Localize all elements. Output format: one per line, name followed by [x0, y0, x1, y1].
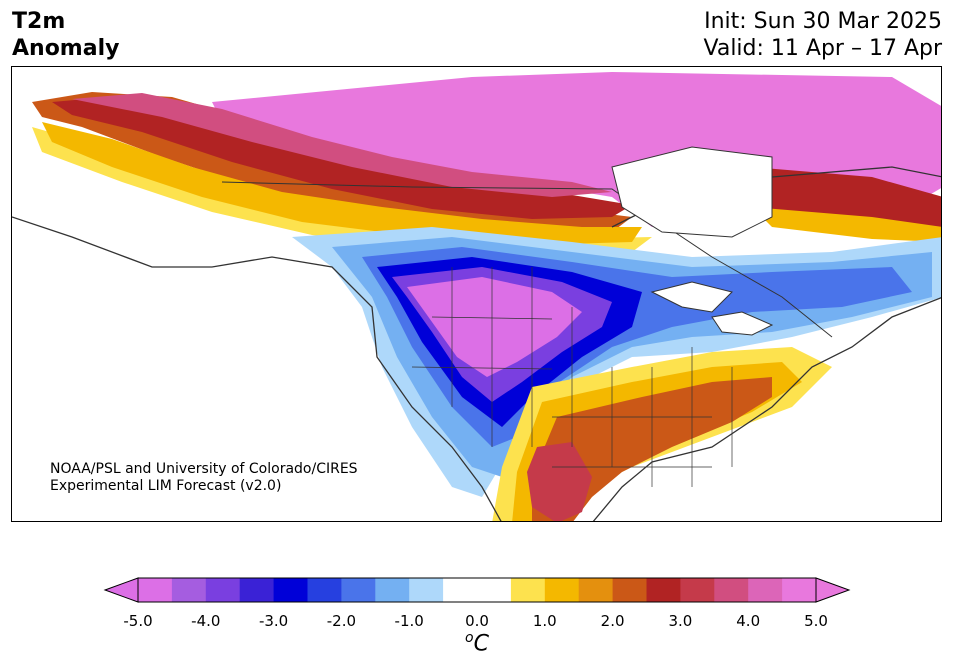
colorbar-cell: [510, 578, 546, 602]
credit-line1: NOAA/PSL and University of Colorado/CIRE…: [50, 461, 358, 477]
colorbar-ticks: -5.0 -4.0 -3.0 -2.0 -1.0 0.0 1.0 2.0 3.0 4.0 5.0: [0, 612, 954, 632]
cold-core-magenta: [407, 277, 582, 377]
colorbar-tick-label: 4.0: [736, 612, 761, 630]
colorbar-cell: [612, 578, 647, 602]
colorbar-unit: oC: [0, 630, 954, 656]
init-date: Init: Sun 30 Mar 2025: [704, 9, 942, 34]
colorbar-tick-label: -5.0: [123, 612, 153, 630]
colorbar-extend-low: [103, 577, 139, 603]
colorbar-cells: [138, 578, 817, 602]
map-title: T2m Anomaly: [12, 8, 119, 62]
colorbar-outline: [137, 577, 817, 603]
colorbar-tick-label: 2.0: [600, 612, 625, 630]
texas-red: [527, 442, 592, 521]
unit-superscript: o: [465, 630, 474, 646]
colorbar-cell: [646, 578, 681, 602]
colorbar-cell: [273, 578, 308, 602]
valid-range: Valid: 11 Apr – 17 Apr: [703, 36, 943, 61]
hudson-bay: [611, 146, 773, 238]
state-lines: [411, 267, 733, 487]
colorbar-cell: [341, 578, 376, 602]
colorbar-tick-label: 0.0: [465, 612, 489, 630]
forecast-dates: Init: Sun 30 Mar 2025 Valid: 11 Apr – 17…: [704, 8, 943, 62]
great-lakes: [650, 281, 774, 336]
colorbar-cell: [307, 578, 342, 602]
colorbar-tick-label: 5.0: [804, 612, 828, 630]
colorbar-cell: [409, 578, 444, 602]
colorbar-cell: [138, 578, 173, 602]
credit-text: NOAA/PSL and University of Colorado/CIRE…: [50, 461, 358, 495]
credit-line2: Experimental LIM Forecast (v2.0): [50, 478, 282, 494]
title-line2: Anomaly: [12, 36, 120, 61]
title-line1: T2m: [12, 9, 66, 34]
colorbar-cell: [714, 578, 749, 602]
colorbar-tick-label: -2.0: [326, 612, 357, 630]
colorbar-tick-label: -4.0: [191, 612, 221, 630]
colorbar-cell: [544, 578, 580, 602]
colorbar-extend-high: [815, 577, 851, 603]
colorbar-cell: [239, 578, 275, 602]
colorbar-tick-label: -1.0: [394, 612, 424, 630]
colorbar-cell: [171, 578, 207, 602]
colorbar-cell: [782, 578, 817, 602]
alaska-pink: [72, 93, 612, 197]
colorbar-cell: [375, 578, 410, 602]
colorbar-cell: [477, 578, 512, 602]
colorbar-tick-label: 3.0: [668, 612, 693, 630]
map-svg: [12, 72, 941, 521]
colorbar-cell: [748, 578, 783, 602]
colorbar-cell: [680, 578, 715, 602]
unit-base: C: [473, 631, 489, 657]
colorbar-cell: [443, 578, 478, 602]
orange-north-band: [42, 122, 642, 245]
colorbar: [103, 577, 851, 603]
east-canada-yellow: [752, 207, 941, 242]
colorbar-tick-label: 1.0: [532, 612, 557, 630]
colorbar-tick-label: -3.0: [258, 612, 289, 630]
anomaly-map: NOAA/PSL and University of Colorado/CIRE…: [11, 66, 942, 522]
colorbar-cell: [205, 578, 241, 602]
colorbar-cell: [578, 578, 614, 602]
